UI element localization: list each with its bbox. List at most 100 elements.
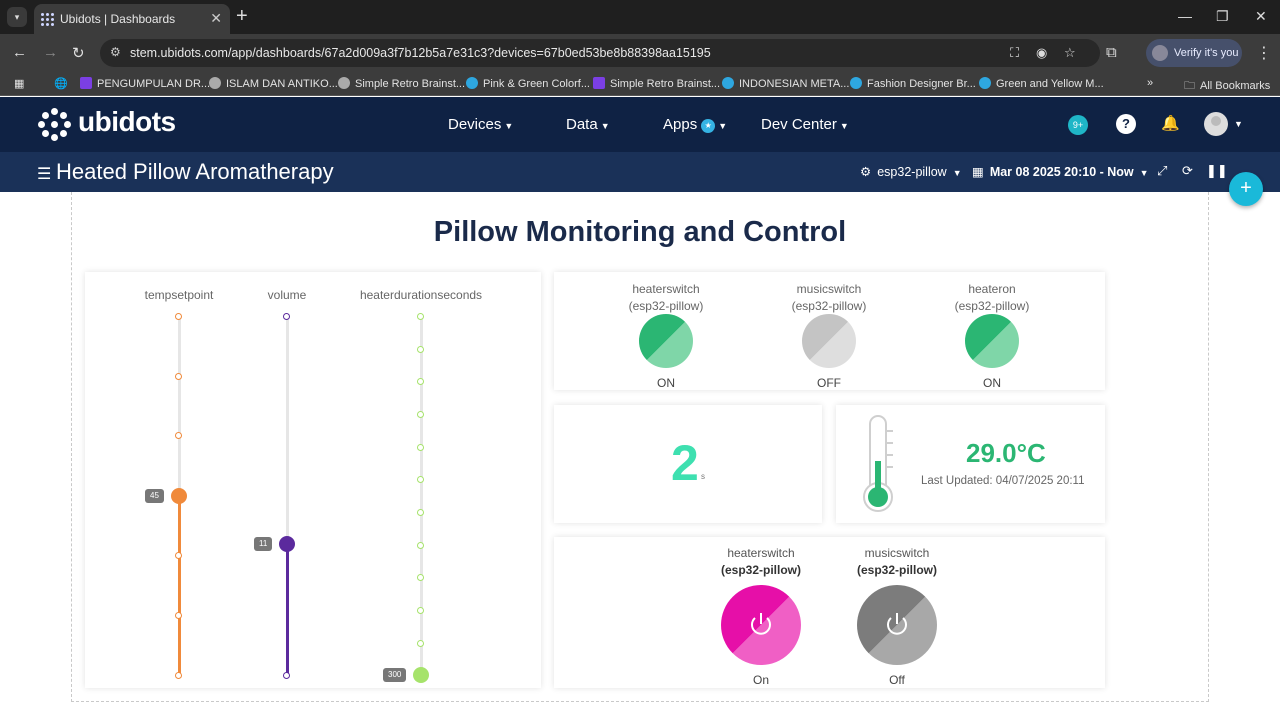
minimize-icon[interactable]: — [1178, 8, 1192, 24]
temperature-value: 29.0°C [966, 438, 1046, 468]
calendar-icon: ▦ [972, 165, 984, 179]
add-widget-button[interactable]: + [1229, 172, 1263, 206]
bookmark-item[interactable]: Green and Yellow M... [979, 77, 1104, 90]
user-avatar[interactable] [1204, 112, 1228, 136]
forward-icon[interactable]: → [43, 44, 58, 61]
indicator-lamp-musicswitch [802, 314, 856, 368]
menu-dev-center[interactable]: Dev Center ▼ [761, 116, 849, 133]
refresh-icon[interactable]: ⟳ [1182, 163, 1193, 178]
device-selector[interactable]: ⚙ esp32-pillow ▼ [860, 165, 962, 179]
music-power-toggle[interactable] [857, 585, 937, 665]
bookmark-item[interactable]: Simple Retro Brainst... [338, 77, 465, 90]
bookmark-item[interactable]: Pink & Green Colorf... [466, 77, 590, 90]
dashboard-canvas [71, 192, 1209, 702]
slider-tick [283, 313, 290, 320]
metric-unit: s [701, 472, 705, 481]
more-bookmarks-icon[interactable]: » [1147, 77, 1154, 89]
address-bar: ← → ↻ ⚙ stem.ubidots.com/app/dashboards/… [0, 34, 1280, 72]
reload-icon[interactable]: ↻ [72, 45, 85, 62]
browser-menu-icon[interactable]: ⋮ [1256, 45, 1272, 62]
slider-tick [417, 574, 424, 581]
tab-title: Ubidots | Dashboards [60, 12, 176, 26]
bookmark-item[interactable]: INDONESIAN META... [722, 77, 849, 90]
bookmark-item[interactable]: Fashion Designer Br... [850, 77, 976, 90]
slider-tick [417, 542, 424, 549]
apps-grid-icon[interactable]: ▦ [14, 78, 25, 90]
slider-track-volume[interactable] [286, 316, 289, 676]
slider-fill-tempsetpoint [178, 496, 181, 676]
url-field[interactable]: ⚙ stem.ubidots.com/app/dashboards/67a2d0… [100, 39, 1100, 67]
url-text[interactable]: stem.ubidots.com/app/dashboards/67a2d009… [130, 46, 711, 60]
slider-tick [417, 411, 424, 418]
slider-track-heaterduration[interactable] [420, 316, 423, 676]
app-header: ubidots Devices ▼ Data ▼ Apps ★ ▼ Dev Center… [0, 97, 1280, 152]
slider-tick [417, 476, 424, 483]
slider-handle-tempsetpoint[interactable] [171, 488, 187, 504]
verify-profile-button[interactable]: Verify it's you [1146, 39, 1242, 67]
metric-widget-card [554, 405, 822, 523]
bookmark-item[interactable]: ISLAM DAN ANTIKO... [209, 77, 338, 90]
folder-icon: 🗀 [1184, 80, 1195, 92]
dashboard-bar: ☰ Heated Pillow Aromatherapy ⚙ esp32-pill… [0, 152, 1280, 192]
indicator-label-heaterswitch: heaterswitch (esp32-pillow) [628, 282, 704, 313]
indicator-label-musicswitch: musicswitch (esp32-pillow) [791, 282, 867, 313]
indicator-lamp-heateron [965, 314, 1019, 368]
menu-apps[interactable]: Apps ★ ▼ [663, 116, 728, 133]
bookmark-item[interactable]: PENGUMPULAN DR... [80, 77, 210, 90]
user-menu-chevron-icon[interactable]: ▼ [1234, 119, 1243, 129]
switch-widget-card [554, 537, 1105, 688]
indicator-state-heateron: ON [983, 376, 1001, 390]
back-icon[interactable]: ← [12, 44, 27, 61]
all-bookmarks-folder[interactable]: 🗀 All Bookmarks [1184, 80, 1271, 92]
slider-value-volume: 11 [254, 537, 273, 551]
menu-devices[interactable]: Devices ▼ [448, 116, 514, 133]
ubidots-favicon-icon [40, 12, 54, 26]
hamburger-menu-icon[interactable]: ☰ [37, 166, 52, 183]
slider-tick [417, 313, 424, 320]
close-tab-icon[interactable]: ✕ [210, 10, 222, 26]
profile-avatar-icon [1152, 45, 1168, 61]
slider-tick [175, 373, 182, 380]
power-icon [887, 613, 907, 635]
bookmark-star-icon[interactable]: ☆ [1064, 45, 1076, 60]
fullscreen-icon[interactable]: ⤢ [1157, 163, 1168, 178]
extensions-icon[interactable]: ⧉ [1106, 44, 1117, 61]
help-icon[interactable]: ? [1116, 114, 1136, 134]
slider-tick [417, 509, 424, 516]
slider-tick [175, 552, 182, 559]
tab-search-chevron-icon[interactable]: ▾ [7, 7, 27, 27]
close-window-icon[interactable]: ✕ [1255, 8, 1267, 24]
switch-label-heaterswitch: heaterswitch (esp32-pillow) [720, 546, 801, 577]
date-range-selector[interactable]: ▦ Mar 08 2025 20:10 - Now ▼ [972, 165, 1149, 179]
slider-value-tempsetpoint: 45 [145, 489, 164, 503]
notification-count-badge[interactable]: 9+ [1068, 115, 1088, 135]
browser-tab[interactable]: Ubidots | Dashboards ✕ [34, 4, 230, 34]
slider-tick [175, 612, 182, 619]
browser-tab-bar: ▾ Ubidots | Dashboards ✕ + — ❐ ✕ [0, 0, 1280, 34]
slider-label-heaterduration: heaterdurationseconds [359, 288, 483, 302]
indicator-state-heaterswitch: ON [657, 376, 675, 390]
slider-tick [417, 444, 424, 451]
site-info-icon[interactable]: ⚙ [110, 45, 121, 59]
indicator-lamp-heaterswitch [639, 314, 693, 368]
switch-state-musicswitch: Off [889, 673, 905, 687]
dashboard-title: Heated Pillow Aromatherapy [56, 159, 334, 184]
slider-handle-volume[interactable] [279, 536, 295, 552]
logo-text: ubidots [78, 106, 176, 137]
bookmark-item[interactable]: Simple Retro Brainst... [593, 77, 720, 90]
switch-state-heaterswitch: On [752, 673, 769, 687]
pause-icon[interactable]: ❚❚ [1206, 163, 1228, 178]
new-tab-icon[interactable]: + [236, 5, 248, 27]
menu-data[interactable]: Data ▼ [566, 116, 610, 133]
power-icon [751, 613, 771, 635]
slider-handle-heaterduration[interactable] [413, 667, 429, 683]
translate-icon[interactable]: ⛶ [1010, 45, 1020, 60]
slider-value-heaterduration: 300 [383, 668, 407, 682]
bell-icon[interactable]: 🔔 [1161, 115, 1180, 132]
maximize-icon[interactable]: ❐ [1216, 8, 1229, 24]
globe-icon[interactable]: 🌐 [54, 78, 68, 90]
slider-label-volume: volume [267, 288, 307, 302]
heater-power-toggle[interactable] [721, 585, 801, 665]
hidden-eye-icon[interactable]: ◉ [1036, 45, 1048, 60]
thermometer-icon [863, 415, 893, 512]
